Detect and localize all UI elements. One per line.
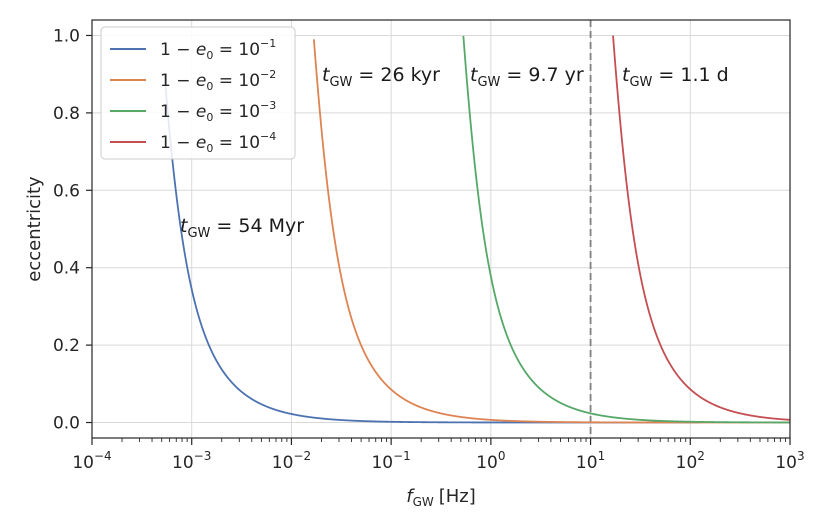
annotation-tgw-2: tGW = 26 kyr (322, 64, 440, 90)
x-axis-label: fGW [Hz] (406, 486, 476, 509)
y-axis-label: eccentricity (24, 176, 45, 282)
x-tick-label: 10−2 (272, 449, 311, 473)
x-tick-label: 102 (676, 449, 705, 473)
y-tick-label: 0.2 (53, 336, 80, 356)
x-tick-label: 103 (775, 449, 804, 473)
annotations: tGW = 54 Myr tGW = 26 kyr tGW = 9.7 yr tGW … (180, 64, 729, 241)
y-tick-label: 0.8 (53, 104, 80, 124)
annotation-tgw-4: tGW = 1.1 d (622, 64, 729, 90)
y-tick-label: 0.0 (53, 414, 80, 434)
legend-label-4: 1 − e0 = 10−4 (160, 130, 276, 155)
x-tick-label: 10−3 (172, 449, 211, 473)
legend-label-2: 1 − e0 = 10−2 (160, 68, 276, 93)
annotation-tgw-1: tGW = 54 Myr (180, 215, 304, 241)
x-tick-label: 10−4 (72, 449, 111, 473)
legend-box (100, 26, 296, 160)
y-tick-label: 0.6 (53, 181, 80, 201)
legend-label-1: 1 − e0 = 10−1 (160, 37, 276, 62)
x-tick-label: 10−1 (371, 449, 410, 473)
y-tick-label: 0.4 (53, 259, 80, 279)
x-axis-ticks: 10−4 10−3 10−2 10−1 100 101 102 103 (72, 438, 805, 473)
plot-frame (91, 19, 791, 439)
legend-label-3: 1 − e0 = 10−3 (160, 99, 276, 124)
series-line-4 (612, 35, 790, 421)
series-line-3 (462, 35, 790, 424)
annotation-tgw-3: tGW = 9.7 yr (470, 64, 584, 90)
series-layer (163, 35, 790, 424)
y-axis-ticks: 0.0 0.2 0.4 0.6 0.8 1.0 (53, 26, 92, 434)
legend: 1 − e0 = 10−1 1 − e0 = 10−2 1 − e0 = 10−3 1… (100, 26, 296, 160)
x-tick-label: 101 (576, 449, 605, 473)
x-tick-label: 100 (476, 449, 505, 473)
y-tick-label: 1.0 (53, 26, 80, 46)
